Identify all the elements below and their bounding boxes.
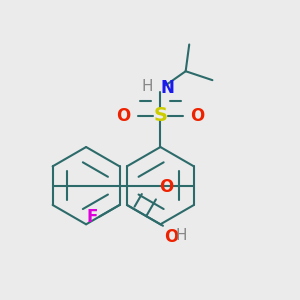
Text: H: H	[142, 79, 153, 94]
Text: N: N	[160, 79, 174, 97]
Text: O: O	[159, 178, 173, 196]
Text: F: F	[86, 208, 98, 226]
Text: O: O	[116, 107, 131, 125]
Text: O: O	[164, 228, 179, 246]
Text: H: H	[176, 228, 187, 243]
Text: O: O	[190, 107, 204, 125]
Text: S: S	[153, 106, 167, 125]
